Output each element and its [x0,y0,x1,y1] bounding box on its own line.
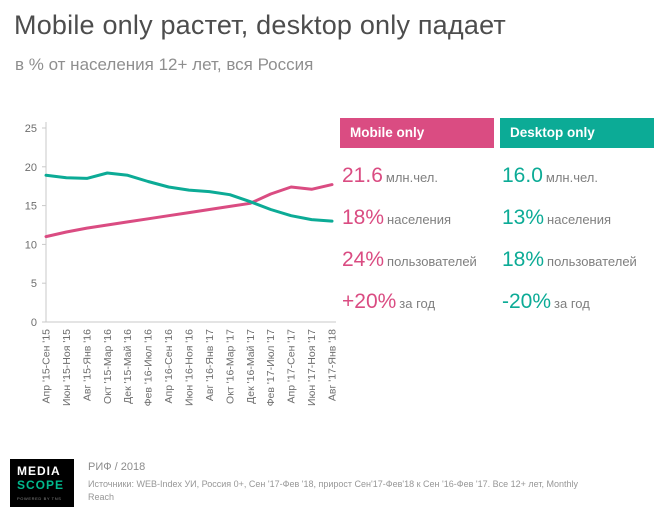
svg-text:Фев '16-Июл '16: Фев '16-Июл '16 [143,329,155,407]
svg-text:25: 25 [25,123,37,135]
svg-text:Авг '15-Янв '16: Авг '15-Янв '16 [81,329,93,401]
svg-text:Дек '15-Май '16: Дек '15-Май '16 [122,329,134,404]
card-desktop-only: Desktop only 16.0 млн.чел. 13% населения 1… [500,118,654,332]
stat-value: 13% [502,206,545,229]
svg-text:Апр '17-Сен '17: Апр '17-Сен '17 [286,329,298,404]
event-label: РИФ / 2018 [88,461,146,473]
stat-value: -20% [502,290,552,313]
line-chart-svg: 0 5 10 15 20 25 Апр '15-Сен '15 Июн '15-Ноя '15… [25,122,339,407]
stat-row-mobile-growth: +20% за год [342,290,494,315]
svg-text:0: 0 [31,317,37,329]
svg-text:Апр '16-Сен '16: Апр '16-Сен '16 [163,329,175,404]
stat-row-mobile-users: 24% пользователей [342,248,494,273]
stat-unit: населения [387,212,452,227]
stat-value: 16.0 [502,164,543,187]
page-subtitle: в % от населения 12+ лет, вся Россия [15,55,314,74]
card-desktop-only-header: Desktop only [500,118,654,148]
svg-text:Июн '17-Ноя '17: Июн '17-Ноя '17 [306,329,318,406]
svg-text:20: 20 [25,162,37,174]
stat-value: 21.6 [342,164,383,187]
stat-row-desktop-reach: 16.0 млн.чел. [502,164,654,189]
stat-value: 18% [342,206,385,229]
stat-unit: за год [554,296,590,311]
stat-row-desktop-decline: -20% за год [502,290,654,315]
svg-text:Июн '16-Ноя '16: Июн '16-Ноя '16 [184,329,196,406]
svg-text:Апр '15-Сен '15: Апр '15-Сен '15 [41,329,53,404]
stat-value: +20% [342,290,397,313]
svg-text:Авг '17-Янв '18: Авг '17-Янв '18 [327,329,339,401]
mediascope-logo: MEDIA SCOPE POWERED BY TNS [10,459,74,507]
logo-tagline: POWERED BY TNS [17,495,62,501]
stat-unit: млн.чел. [545,170,598,185]
svg-text:Фев '17-Июл '17: Фев '17-Июл '17 [265,329,277,407]
logo-text-scope: SCOPE [17,477,65,492]
svg-text:Окт '15-Мар '16: Окт '15-Мар '16 [102,329,114,404]
stat-unit: пользователей [387,254,477,269]
stat-unit: млн.чел. [385,170,438,185]
svg-text:Окт '16-Мар '17: Окт '16-Мар '17 [224,329,236,404]
svg-text:15: 15 [25,201,37,213]
stat-value: 18% [502,248,545,271]
stat-row-mobile-reach: 21.6 млн.чел. [342,164,494,189]
stat-value: 24% [342,248,385,271]
logo-text-media: MEDIA [17,464,61,478]
svg-text:Авг '16-Янв '17: Авг '16-Янв '17 [204,329,216,401]
stat-row-desktop-users: 18% пользователей [502,248,654,273]
svg-text:5: 5 [31,278,37,290]
stat-unit: населения [547,212,612,227]
stat-unit: пользователей [547,254,637,269]
svg-text:Июн '15-Ноя '15: Июн '15-Ноя '15 [61,329,73,406]
svg-text:10: 10 [25,239,37,251]
card-mobile-only-stats: 21.6 млн.чел. 18% населения 24% пользовател… [340,148,494,315]
card-desktop-only-stats: 16.0 млн.чел. 13% населения 18% пользовател… [500,148,654,315]
page-title: Mobile only растет, desktop only падает [14,10,506,40]
card-mobile-only-header: Mobile only [340,118,494,148]
stat-row-mobile-population: 18% населения [342,206,494,231]
source-note: Источники: WEB-Index УИ, Россия 0+, Сен … [88,479,578,503]
svg-text:Дек '16-Май '17: Дек '16-Май '17 [245,329,257,404]
card-mobile-only: Mobile only 21.6 млн.чел. 18% населения 24… [340,118,494,332]
stat-unit: за год [399,296,436,311]
stat-row-desktop-population: 13% населения [502,206,654,231]
trend-line-chart: 0 5 10 15 20 25 Апр '15-Сен '15 Июн '15-Ноя '15… [8,116,340,428]
